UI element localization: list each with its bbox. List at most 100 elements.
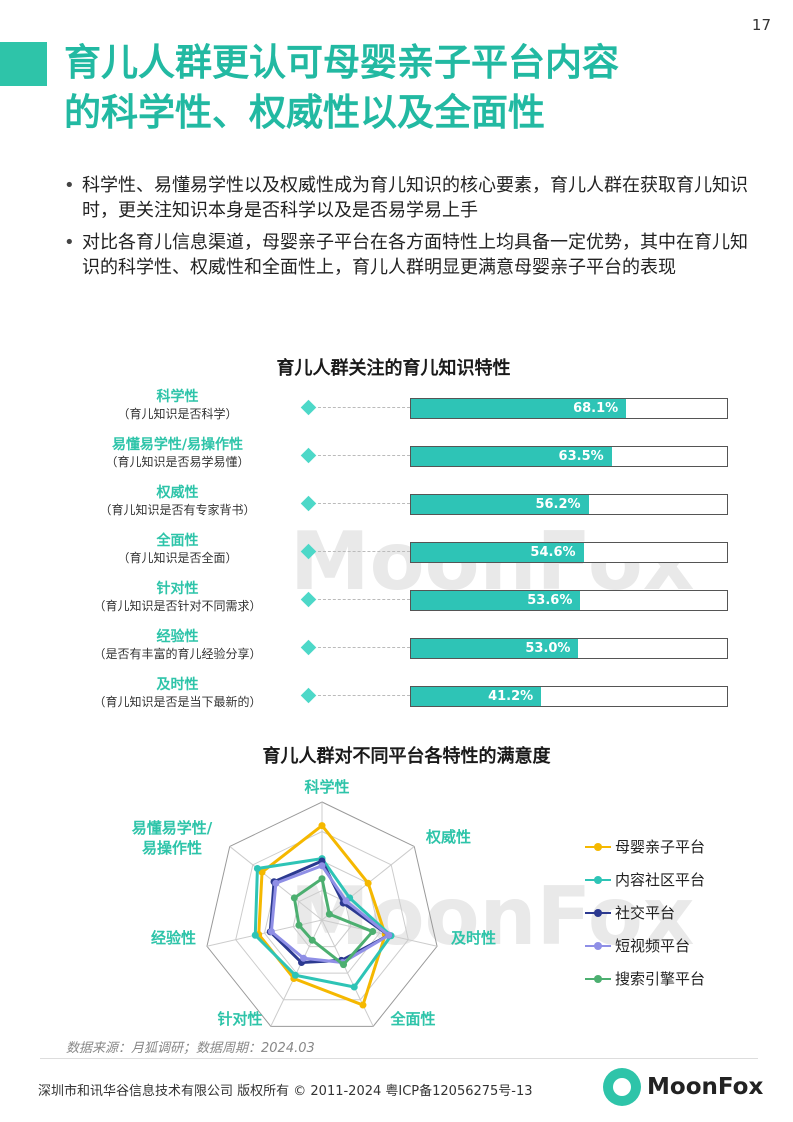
radar-spoke: [321, 919, 438, 947]
bar-leader-line: [318, 455, 410, 456]
bar-category-description: （育儿知识是否易学易懂）: [105, 455, 250, 469]
bar-category-label: 及时性 （育儿知识是否是当下最新的）: [70, 676, 285, 710]
bar-value-label: 53.6%: [527, 593, 573, 608]
bullet-list: 科学性、易懂易学性以及权威性成为育儿知识的核心要素，育儿人群在获取育儿知识时，更…: [62, 173, 762, 287]
bar-category-name: 针对性: [156, 581, 199, 597]
bar-leader-line: [318, 599, 410, 600]
legend-dot-icon: [594, 975, 602, 983]
bar-value-label: 53.0%: [525, 641, 571, 656]
radar-point: [364, 879, 372, 887]
radar-series-line: [257, 824, 387, 1007]
bar-row: 经验性 （是否有丰富的育儿经验分享） 53.0%: [0, 628, 793, 676]
radar-point: [300, 954, 308, 962]
title-line-1: 育儿人群更认可母婴亲子平台内容: [64, 41, 619, 84]
radar-point: [325, 910, 333, 918]
bar-chart: 科学性 （育儿知识是否科学） 68.1% 易懂易学性/易操作性 （育儿知识是否易学易懂）…: [0, 388, 793, 718]
legend-dot-icon: [594, 909, 602, 917]
bar-category-label: 针对性 （育儿知识是否针对不同需求）: [70, 580, 285, 614]
radar-axis-label: 及时性: [451, 929, 496, 947]
radar-axis-label: 全面性: [389, 1010, 435, 1028]
radar-spoke: [206, 919, 323, 947]
radar-point: [253, 864, 261, 872]
bar-chart-title: 育儿人群关注的育儿知识特性: [276, 358, 511, 379]
bar-track: 54.6%: [410, 542, 728, 563]
moonfox-logo: MoonFox: [603, 1066, 763, 1108]
radar-point: [318, 862, 326, 870]
title-line-2: 的科学性、权威性以及全面性: [64, 91, 545, 134]
diamond-marker-icon: [300, 399, 317, 416]
bar-category-description: （是否有丰富的育儿经验分享）: [93, 647, 262, 661]
radar-series-line: [253, 857, 393, 989]
bar-value-label: 63.5%: [558, 449, 604, 464]
radar-series-line: [292, 877, 375, 967]
bullet-item: 对比各育儿信息渠道，母婴亲子平台在各方面特性上均具备一定优势，其中在育儿知识的科…: [62, 230, 762, 280]
data-source: 数据来源：月狐调研；数据周期：2024.03: [66, 1041, 315, 1056]
bar-value-label: 54.6%: [530, 545, 576, 560]
legend-label: 社交平台: [615, 904, 676, 922]
bar-leader-line: [318, 503, 410, 504]
radar-legend: 母婴亲子平台 内容社区平台 社交平台 短视频平台 搜索引擎平台: [585, 836, 775, 1001]
radar-point: [272, 879, 280, 887]
diamond-marker-icon: [300, 687, 317, 704]
legend-dot-icon: [594, 843, 602, 851]
diamond-marker-icon: [300, 495, 317, 512]
bar-category-label: 易懂易学性/易操作性 （育儿知识是否易学易懂）: [70, 436, 285, 470]
legend-item: 搜索引擎平台: [585, 968, 775, 1001]
bar-leader-line: [318, 407, 410, 408]
bar-track: 56.2%: [410, 494, 728, 515]
diamond-marker-icon: [300, 591, 317, 608]
radar-axis-label: 科学性: [304, 778, 349, 796]
radar-point: [385, 931, 393, 939]
radar-point: [267, 928, 275, 936]
radar-point: [318, 875, 326, 883]
bar-category-description: （育儿知识是否针对不同需求）: [93, 599, 262, 613]
bar-leader-line: [318, 647, 410, 648]
bar-category-name: 易懂易学性/易操作性: [111, 437, 244, 453]
radar-point: [295, 921, 303, 929]
radar-chart-title: 育儿人群对不同平台各特性的满意度: [262, 746, 551, 767]
bar-category-description: （育儿知识是否是当下最新的）: [93, 695, 262, 709]
bar-row: 针对性 （育儿知识是否针对不同需求） 53.6%: [0, 580, 793, 628]
radar-point: [350, 983, 358, 991]
radar-point: [342, 897, 350, 905]
bar-category-name: 科学性: [156, 389, 199, 405]
page-number: 17: [751, 16, 771, 34]
bar: 41.2%: [411, 687, 542, 706]
bar: 56.2%: [411, 495, 589, 514]
radar-point: [291, 971, 299, 979]
bar-category-description: （育儿知识是否科学）: [117, 407, 238, 421]
bar-row: 科学性 （育儿知识是否科学） 68.1%: [0, 388, 793, 436]
bar-track: 68.1%: [410, 398, 728, 419]
bar: 53.6%: [411, 591, 581, 610]
radar-axis-label: 易懂易学性/易操作性: [132, 819, 213, 857]
title-accent-bar: [0, 42, 47, 86]
bar: 53.0%: [411, 639, 579, 658]
bar-row: 权威性 （育儿知识是否有专家背书） 56.2%: [0, 484, 793, 532]
radar-point: [318, 822, 326, 830]
bar-track: 63.5%: [410, 446, 728, 467]
radar-chart: 科学性 权威性 及时性 全面性 针对性 经验性 易懂易学性/易操作性: [0, 770, 793, 1035]
bar-value-label: 41.2%: [488, 689, 534, 704]
radar-series-line: [269, 864, 391, 965]
radar-point: [251, 931, 259, 939]
bar: 68.1%: [411, 399, 627, 418]
legend-dot-icon: [594, 876, 602, 884]
radar-point: [340, 961, 348, 969]
bar-leader-line: [318, 695, 410, 696]
legend-item: 母婴亲子平台: [585, 836, 775, 869]
bar-category-label: 权威性 （育儿知识是否有专家背书）: [70, 484, 285, 518]
bar-row: 全面性 （育儿知识是否全面） 54.6%: [0, 532, 793, 580]
bar-category-name: 全面性: [156, 533, 199, 549]
bar-track: 53.0%: [410, 638, 728, 659]
footer-divider: [40, 1058, 758, 1059]
legend-label: 短视频平台: [615, 937, 691, 955]
legend-item: 短视频平台: [585, 935, 775, 968]
page-title: 育儿人群更认可母婴亲子平台内容 的科学性、权威性以及全面性: [64, 38, 764, 138]
legend-item: 社交平台: [585, 902, 775, 935]
radar-axis-label: 权威性: [425, 828, 471, 846]
bar-category-name: 权威性: [156, 485, 199, 501]
diamond-marker-icon: [300, 639, 317, 656]
radar-point: [369, 928, 377, 936]
bar-category-label: 全面性 （育儿知识是否全面）: [70, 532, 285, 566]
